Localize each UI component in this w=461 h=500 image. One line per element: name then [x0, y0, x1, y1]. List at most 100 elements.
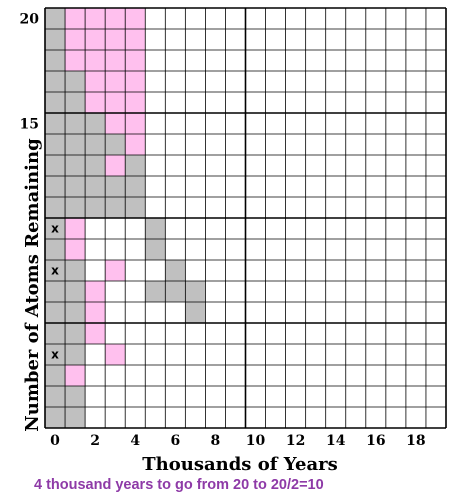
pink-cell [105, 113, 126, 134]
x-mark: x [51, 222, 59, 236]
gray-cell [45, 239, 66, 260]
pink-cell [125, 113, 146, 134]
filled-cells [45, 8, 206, 428]
gray-cell [125, 197, 146, 218]
gray-cell [85, 197, 106, 218]
y-tick-label: 15 [20, 117, 39, 133]
pink-cell [65, 29, 86, 50]
gray-cell [45, 176, 66, 197]
pink-cell [105, 8, 126, 29]
pink-cell [105, 50, 126, 71]
pink-cell [105, 71, 126, 92]
gray-cell [65, 323, 86, 344]
pink-cell [85, 8, 106, 29]
pink-cell [105, 260, 126, 281]
gray-cell [65, 386, 86, 407]
pink-cell [85, 281, 106, 302]
pink-cell [65, 8, 86, 29]
gray-cell [65, 260, 86, 281]
x-mark: x [51, 348, 59, 362]
gray-cell [45, 281, 66, 302]
pink-cell [105, 344, 126, 365]
gray-cell [105, 176, 126, 197]
gray-cell [45, 92, 66, 113]
gray-cell [45, 8, 66, 29]
gray-cell [45, 71, 66, 92]
y-tick-label: 20 [20, 12, 40, 28]
gray-cell [45, 113, 66, 134]
pink-cell [125, 8, 146, 29]
x-marks: x x x [51, 222, 59, 362]
pink-cell [65, 50, 86, 71]
x-tick-labels: 0 2 4 6 8 10 12 14 16 18 [50, 433, 426, 449]
gray-cell [145, 281, 166, 302]
gray-cell [45, 365, 66, 386]
gray-cell [145, 239, 166, 260]
gray-cell [65, 302, 86, 323]
x-tick-label: 2 [90, 433, 100, 449]
pink-cell [85, 92, 106, 113]
gray-cell [85, 155, 106, 176]
gray-cell [65, 92, 86, 113]
pink-cell [85, 29, 106, 50]
gray-cell [185, 281, 206, 302]
gray-cell [105, 197, 126, 218]
x-mark: x [51, 264, 59, 278]
x-tick-label: 18 [406, 433, 425, 449]
gray-cell [65, 155, 86, 176]
pink-cell [125, 71, 146, 92]
gray-cell [65, 281, 86, 302]
pink-cell [105, 155, 126, 176]
gray-cell [45, 155, 66, 176]
gray-cell [45, 29, 66, 50]
gray-cell [85, 176, 106, 197]
gray-cell [65, 407, 86, 428]
gray-cell [165, 281, 186, 302]
gray-cell [65, 134, 86, 155]
x-tick-label: 12 [286, 433, 305, 449]
caption-text: 4 thousand years to go from 20 to 20/2=1… [34, 477, 324, 493]
pink-cell [65, 365, 86, 386]
pink-cell [105, 29, 126, 50]
x-tick-label: 4 [130, 433, 140, 449]
gray-cell [85, 134, 106, 155]
pink-cell [85, 71, 106, 92]
x-tick-label: 16 [366, 433, 385, 449]
gray-cell [65, 71, 86, 92]
gray-cell [185, 302, 206, 323]
gray-cell [65, 197, 86, 218]
gray-cell [45, 50, 66, 71]
x-tick-label: 8 [211, 433, 221, 449]
gray-cell [125, 155, 146, 176]
gray-cell [45, 323, 66, 344]
x-tick-label: 6 [170, 433, 180, 449]
pink-cell [65, 218, 86, 239]
gray-cell [45, 197, 66, 218]
gray-cell [45, 407, 66, 428]
gray-cell [105, 134, 126, 155]
x-tick-label: 14 [326, 433, 346, 449]
gray-cell [85, 113, 106, 134]
pink-cell [125, 134, 146, 155]
gray-cell [165, 260, 186, 281]
pink-cell [85, 50, 106, 71]
x-tick-label: 0 [50, 433, 60, 449]
gray-cell [45, 260, 66, 281]
pink-cell [85, 302, 106, 323]
x-axis-title: Thousands of Years [142, 454, 337, 475]
pink-cell [125, 29, 146, 50]
gray-cell [65, 113, 86, 134]
gray-cell [45, 344, 66, 365]
gray-cell [145, 218, 166, 239]
y-axis-title: Number of Atoms Remaining [22, 138, 43, 432]
pink-cell [105, 92, 126, 113]
pink-cell [125, 50, 146, 71]
grid-lines [44, 7, 447, 429]
gray-cell [45, 134, 66, 155]
gray-cell [65, 176, 86, 197]
gray-cell [45, 302, 66, 323]
x-tick-label: 10 [246, 433, 266, 449]
pink-cell [125, 92, 146, 113]
